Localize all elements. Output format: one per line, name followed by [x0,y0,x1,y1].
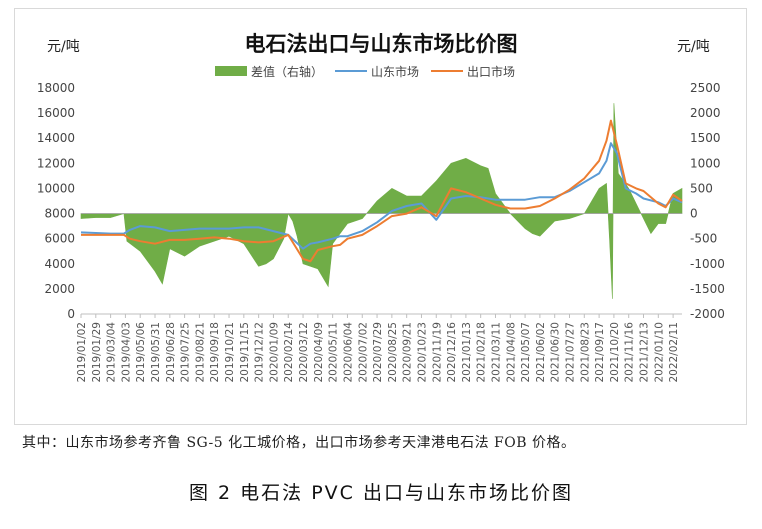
x-tick-label-13: 2020/01/09 [268,322,280,383]
left-tick-5: 10000 [37,181,75,195]
legend-label-0: 差值（右轴） [251,64,323,79]
left-tick-1: 2000 [44,282,75,296]
x-tick-label-36: 2021/10/20 [609,322,621,383]
x-tick-label-12: 2019/12/12 [254,322,266,383]
x-tick-label-21: 2020/08/25 [387,322,399,383]
x-tick-label-29: 2021/04/08 [505,322,517,383]
left-tick-7: 14000 [37,131,75,145]
x-tick-label-5: 2019/05/31 [150,322,162,383]
x-tick-label-25: 2020/12/16 [446,322,458,383]
series-area-difference [80,103,683,299]
x-tick-label-14: 2020/02/14 [283,322,295,383]
x-tick-label-35: 2021/09/17 [594,322,606,383]
x-tick-label-1: 2019/01/29 [91,322,103,383]
legend-label-2: 出口市场 [467,64,515,79]
x-tick-label-11: 2019/11/15 [239,322,251,383]
x-tick-label-9: 2019/09/18 [209,322,221,383]
left-tick-2: 4000 [44,257,75,271]
legend-swatch-0 [215,66,247,76]
x-tick-label-34: 2021/08/23 [579,322,591,383]
right-tick-1: -1500 [690,282,725,296]
x-tick-label-15: 2020/03/12 [298,322,310,383]
right-tick-5: 500 [690,181,713,195]
chart-title: 电石法出口与山东市场比价图 [245,32,518,56]
x-tick-label-23: 2020/10/23 [416,322,428,383]
x-tick-label-20: 2020/07/29 [372,322,384,383]
x-tick-label-4: 2019/05/06 [135,322,147,383]
legend-label-1: 山东市场 [371,64,419,79]
x-tick-label-28: 2021/03/11 [490,322,502,383]
x-tick-label-6: 2019/06/28 [165,322,177,383]
left-tick-8: 16000 [37,106,75,120]
left-tick-4: 8000 [44,207,75,221]
x-tick-label-38: 2021/12/13 [639,322,651,383]
left-tick-9: 18000 [37,81,75,95]
x-tick-label-8: 2019/08/21 [194,322,206,383]
x-tick-label-2: 2019/03/04 [106,322,118,383]
x-tick-label-0: 2019/01/02 [76,322,88,383]
left-tick-6: 12000 [37,156,75,170]
x-tick-label-17: 2020/05/11 [328,322,340,383]
figure-caption: 图 2 电石法 PVC 出口与山东市场比价图 [189,482,573,504]
left-tick-3: 6000 [44,232,75,246]
x-tick-label-40: 2022/02/11 [668,322,680,383]
right-tick-7: 1500 [690,131,721,145]
x-tick-label-16: 2020/04/09 [313,322,325,383]
right-tick-0: -2000 [690,307,725,321]
x-tick-label-24: 2020/11/19 [431,322,443,383]
chart-svg: 电石法出口与山东市场比价图 元/吨 元/吨差值（右轴） 山东市场 出口市场 0 2000 40… [37,32,725,383]
x-tick-label-33: 2021/07/27 [564,322,576,383]
x-tick-label-37: 2021/11/16 [624,322,636,383]
series-line-shandong [80,142,683,250]
x-tick-label-27: 2021/02/18 [476,322,488,383]
x-tick-label-7: 2019/07/25 [180,322,192,383]
x-tick-label-30: 2021/05/07 [520,322,532,383]
x-tick-label-31: 2021/06/02 [535,322,547,383]
right-tick-8: 2000 [690,106,721,120]
left-tick-0: 0 [67,307,75,321]
x-tick-label-10: 2019/10/21 [224,322,236,383]
x-tick-label-18: 2020/06/04 [342,322,354,383]
right-axis-unit: 元/吨 [677,39,710,55]
right-tick-4: 0 [690,207,698,221]
left-axis-unit: 元/吨 [47,39,80,55]
chart-frame: 电石法出口与山东市场比价图 元/吨 元/吨差值（右轴） 山东市场 出口市场 0 2000 40… [14,8,747,425]
right-tick-9: 2500 [690,81,721,95]
right-tick-6: 1000 [690,156,721,170]
x-tick-label-22: 2020/09/21 [402,322,414,383]
x-tick-label-3: 2019/04/03 [120,322,132,383]
x-tick-label-39: 2022/01/10 [653,322,665,383]
right-tick-2: -1000 [690,257,725,271]
x-tick-label-19: 2020/07/02 [357,322,369,383]
x-tick-label-32: 2021/06/30 [550,322,562,383]
x-tick-label-26: 2021/01/13 [461,322,473,383]
series-line-export [81,119,683,263]
footnote: 其中：山东市场参考齐鲁 SG-5 化工城价格，出口市场参考天津港电石法 FOB … [22,435,576,451]
right-tick-3: -500 [690,232,717,246]
